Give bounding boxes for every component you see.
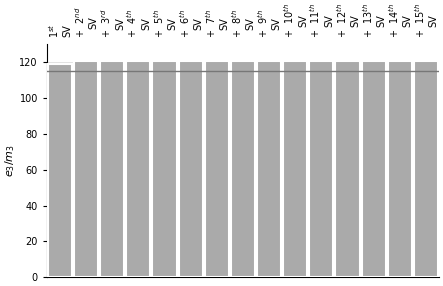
- Bar: [231, 61, 255, 277]
- Bar: [414, 61, 438, 277]
- Bar: [126, 61, 150, 277]
- Bar: [257, 61, 281, 277]
- Bar: [74, 61, 98, 277]
- Bar: [179, 61, 202, 277]
- Bar: [100, 61, 124, 277]
- Y-axis label: $e_3/m_3$: $e_3/m_3$: [3, 144, 16, 177]
- Bar: [283, 61, 307, 277]
- Bar: [309, 61, 334, 277]
- Bar: [152, 61, 176, 277]
- Bar: [388, 61, 412, 277]
- Bar: [205, 61, 229, 277]
- Bar: [335, 61, 360, 277]
- Bar: [361, 61, 386, 277]
- Bar: [48, 64, 72, 277]
